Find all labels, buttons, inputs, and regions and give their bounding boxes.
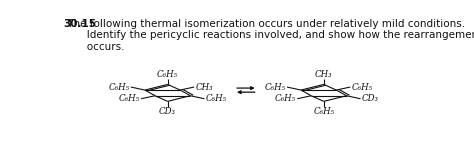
Text: C₆H₅: C₆H₅ (313, 107, 334, 116)
Text: C₆H₅: C₆H₅ (352, 83, 373, 91)
Text: CD₃: CD₃ (159, 107, 176, 116)
Text: CD₃: CD₃ (362, 94, 379, 103)
Text: C₆H₅: C₆H₅ (157, 70, 178, 79)
Text: C₆H₅: C₆H₅ (108, 83, 129, 91)
Text: C₆H₅: C₆H₅ (206, 94, 227, 103)
Text: 30.15: 30.15 (64, 19, 97, 29)
Text: C₆H₅: C₆H₅ (274, 94, 296, 103)
Text: CH₃: CH₃ (315, 70, 333, 79)
Text: CH₃: CH₃ (196, 83, 213, 91)
Text: C₆H₅: C₆H₅ (264, 83, 285, 91)
Text: C₆H₅: C₆H₅ (118, 94, 140, 103)
Text: The following thermal isomerization occurs under relatively mild conditions.
   : The following thermal isomerization occu… (64, 19, 474, 52)
